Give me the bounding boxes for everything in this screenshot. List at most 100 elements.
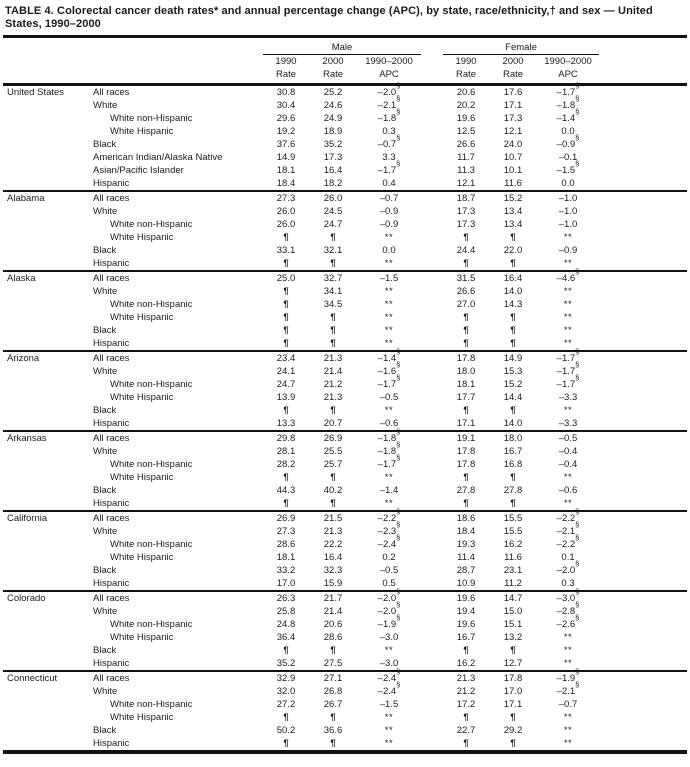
value-cell: 21.2 bbox=[323, 379, 343, 390]
table-row: White Hispanic 13.9 21.3 –0.5 17.7 14.4 –3.3 bbox=[3, 391, 687, 404]
value-cell: 27.8 bbox=[456, 485, 476, 496]
race-cell: All races bbox=[93, 433, 130, 444]
race-cell: White non-Hispanic bbox=[110, 539, 193, 550]
state-cell bbox=[3, 125, 91, 138]
table-row: White Hispanic ¶ ¶ ** ¶ ¶ ** bbox=[3, 711, 687, 724]
gap-cell bbox=[421, 85, 443, 100]
value-cell: –1.5 bbox=[379, 699, 399, 710]
table-row: Hispanic ¶ ¶ ** ¶ ¶ ** bbox=[3, 737, 687, 752]
state-cell bbox=[3, 151, 91, 164]
value-cell: ¶ bbox=[510, 338, 516, 349]
fill-cell bbox=[599, 685, 687, 698]
race-cell: Black bbox=[93, 485, 117, 496]
value-cell: ¶ bbox=[463, 712, 469, 723]
significance-symbol: § bbox=[396, 506, 401, 516]
gap-cell bbox=[421, 605, 443, 618]
value-cell: 11.4 bbox=[457, 552, 475, 563]
state-cell bbox=[3, 711, 91, 724]
fill-cell bbox=[599, 231, 687, 244]
value-cell: 15.9 bbox=[323, 578, 343, 589]
fill-cell bbox=[599, 484, 687, 497]
gap-cell bbox=[421, 724, 443, 737]
race-cell: White Hispanic bbox=[110, 392, 174, 403]
value-cell: ¶ bbox=[510, 312, 516, 323]
fill-cell bbox=[599, 85, 687, 100]
table-row: White non-Hispanic 29.6 24.9 –1.8§ 19.6 17.3 –… bbox=[3, 108, 687, 125]
table-row: White Hispanic ¶ ¶ ** ¶ ¶ ** bbox=[3, 231, 687, 244]
significance-symbol: § bbox=[396, 426, 401, 436]
gap-cell bbox=[421, 257, 443, 271]
gap-cell bbox=[421, 591, 443, 605]
significance-symbol: § bbox=[575, 679, 580, 689]
race-cell: American Indian/Alaska Native bbox=[93, 152, 223, 163]
race-cell: All races bbox=[93, 673, 130, 684]
value-cell: ¶ bbox=[510, 472, 516, 483]
state-section: California All races 26.9 21.5 –2.2§ 18.6 15.5… bbox=[3, 508, 688, 591]
race-cell: White bbox=[93, 526, 118, 537]
value-cell: –0.7§ bbox=[377, 132, 401, 150]
value-cell: 0.2 bbox=[382, 552, 396, 563]
gap-cell bbox=[421, 737, 443, 752]
state-cell bbox=[3, 218, 91, 231]
state-cell: Alabama bbox=[7, 193, 45, 204]
fill-cell bbox=[599, 471, 687, 484]
value-cell: 17.8 bbox=[456, 446, 476, 457]
fill-cell bbox=[599, 285, 687, 298]
value-cell: 17.7 bbox=[456, 392, 476, 403]
value-cell: –2.1§ bbox=[556, 679, 580, 697]
race-cell: Black bbox=[93, 245, 117, 256]
value-cell: 28.7 bbox=[456, 565, 476, 576]
value-cell: 18.1 bbox=[456, 379, 476, 390]
year-label: 1990 bbox=[275, 56, 297, 67]
fill-cell bbox=[599, 577, 687, 591]
value-cell: –3.0 bbox=[379, 632, 399, 643]
value-cell: 0.0 bbox=[561, 126, 575, 137]
significance-symbol: § bbox=[396, 372, 401, 382]
value-cell: –0.9 bbox=[558, 245, 578, 256]
fill-cell bbox=[599, 311, 687, 324]
gap-cell bbox=[421, 484, 443, 497]
gap-cell bbox=[421, 324, 443, 337]
fill-cell bbox=[599, 324, 687, 337]
value-cell: ** bbox=[384, 299, 394, 310]
value-cell: 26.9 bbox=[323, 433, 343, 444]
value-cell: –2.0§ bbox=[377, 80, 401, 98]
value-cell: 11.7 bbox=[457, 152, 475, 163]
state-cell bbox=[3, 564, 91, 577]
value-cell: ¶ bbox=[283, 472, 289, 483]
table-row: White Hispanic ¶ ¶ ** ¶ ¶ ** bbox=[3, 311, 687, 324]
value-cell: ** bbox=[384, 325, 394, 336]
table-row: White 25.8 21.4 –2.0§ 19.4 15.0 –2.8§ bbox=[3, 599, 687, 618]
value-cell: 24.7 bbox=[323, 219, 343, 230]
value-cell: –0.4 bbox=[558, 459, 578, 470]
value-cell: 24.5 bbox=[323, 206, 343, 217]
value-cell: –2.0§ bbox=[377, 599, 401, 617]
state-cell bbox=[3, 657, 91, 671]
value-cell: ¶ bbox=[510, 645, 516, 656]
race-cell: Hispanic bbox=[93, 658, 130, 669]
table-row: Black 33.2 32.3 –0.5 28.7 23.1 –2.0§ bbox=[3, 560, 687, 577]
value-cell: 27.0 bbox=[456, 299, 476, 310]
value-cell: ¶ bbox=[330, 232, 336, 243]
value-cell: 16.8 bbox=[503, 459, 523, 470]
state-section: United States All races 30.8 25.2 –2.0§ 20.6 1… bbox=[3, 80, 688, 192]
fill-cell bbox=[599, 644, 687, 657]
value-cell: ** bbox=[384, 738, 394, 749]
state-cell bbox=[3, 685, 91, 698]
value-cell: ¶ bbox=[463, 232, 469, 243]
value-cell: ¶ bbox=[330, 472, 336, 483]
value-cell: 19.1 bbox=[456, 433, 476, 444]
value-cell: ¶ bbox=[463, 338, 469, 349]
value-cell: 12.7 bbox=[503, 658, 523, 669]
value-cell: ** bbox=[563, 472, 573, 483]
value-cell: –1.7§ bbox=[377, 372, 401, 390]
gap-cell bbox=[421, 445, 443, 458]
table-row: White non-Hispanic 24.7 21.2 –1.7§ 18.1 15.2 –… bbox=[3, 372, 687, 391]
state-cell bbox=[3, 698, 91, 711]
value-cell: ¶ bbox=[283, 325, 289, 336]
race-header-blank bbox=[91, 37, 263, 55]
race-cell: White bbox=[93, 606, 118, 617]
fill-cell bbox=[599, 564, 687, 577]
gap-cell bbox=[421, 337, 443, 351]
value-cell: 15.0 bbox=[503, 606, 523, 617]
